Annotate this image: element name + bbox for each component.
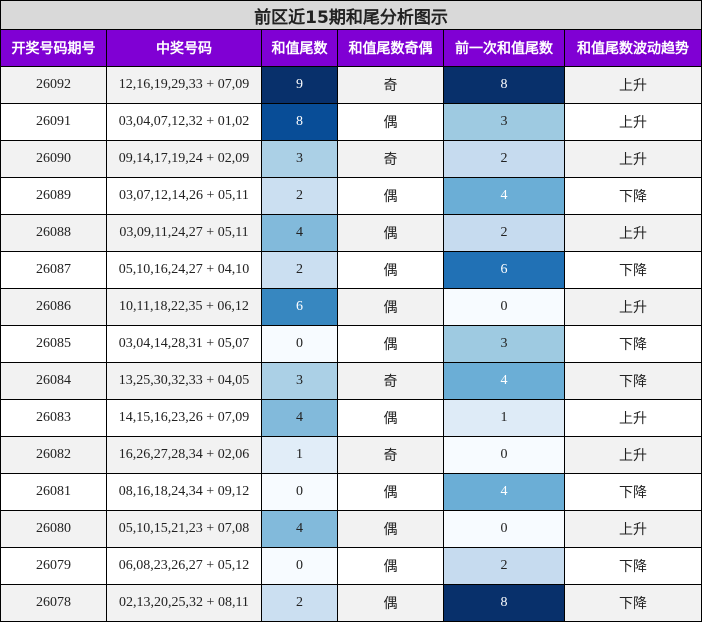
table-cell: 3 — [262, 363, 338, 400]
table-cell: 14,15,16,23,26 + 07,09 — [107, 400, 262, 437]
table-cell: 下降 — [565, 474, 702, 511]
table-cell: 偶 — [338, 326, 444, 363]
table-cell: 06,08,23,26,27 + 05,12 — [107, 548, 262, 585]
table-cell: 偶 — [338, 548, 444, 585]
table-cell: 下降 — [565, 548, 702, 585]
column-header: 中奖号码 — [107, 30, 262, 67]
table-cell: 偶 — [338, 474, 444, 511]
table-cell: 13,25,30,32,33 + 04,05 — [107, 363, 262, 400]
table-cell: 26089 — [0, 178, 107, 215]
table-cell: 下降 — [565, 252, 702, 289]
table-cell: 2 — [444, 215, 565, 252]
table-cell: 4 — [262, 215, 338, 252]
table-cell: 26084 — [0, 363, 107, 400]
column-header: 前一次和值尾数 — [444, 30, 565, 67]
table-cell: 05,10,15,21,23 + 07,08 — [107, 511, 262, 548]
table-cell: 0 — [262, 326, 338, 363]
table-cell: 0 — [444, 437, 565, 474]
table-cell: 02,13,20,25,32 + 08,11 — [107, 585, 262, 622]
table-cell: 9 — [262, 67, 338, 104]
table-cell: 26091 — [0, 104, 107, 141]
table-cell: 上升 — [565, 289, 702, 326]
table-cell: 4 — [444, 178, 565, 215]
table-cell: 4 — [444, 363, 565, 400]
table-title: 前区近15期和尾分析图示 — [0, 0, 702, 30]
table-cell: 03,04,14,28,31 + 05,07 — [107, 326, 262, 363]
table-cell: 4 — [262, 511, 338, 548]
table-cell: 3 — [444, 104, 565, 141]
table-cell: 下降 — [565, 585, 702, 622]
table-cell: 上升 — [565, 104, 702, 141]
column-header: 开奖号码期号 — [0, 30, 107, 67]
table-cell: 3 — [444, 326, 565, 363]
table-cell: 26090 — [0, 141, 107, 178]
table-cell: 26092 — [0, 67, 107, 104]
table-cell: 偶 — [338, 400, 444, 437]
column-header: 和值尾数 — [262, 30, 338, 67]
table-cell: 03,04,07,12,32 + 01,02 — [107, 104, 262, 141]
table-cell: 26087 — [0, 252, 107, 289]
table-cell: 偶 — [338, 215, 444, 252]
table-cell: 上升 — [565, 141, 702, 178]
column-header: 和值尾数波动趋势 — [565, 30, 702, 67]
table-cell: 2 — [444, 548, 565, 585]
table-cell: 0 — [262, 474, 338, 511]
table-cell: 0 — [262, 548, 338, 585]
table-cell: 偶 — [338, 585, 444, 622]
table-cell: 12,16,19,29,33 + 07,09 — [107, 67, 262, 104]
table-cell: 26081 — [0, 474, 107, 511]
table-cell: 奇 — [338, 437, 444, 474]
table-cell: 偶 — [338, 104, 444, 141]
column-header: 和值尾数奇偶 — [338, 30, 444, 67]
table-cell: 26088 — [0, 215, 107, 252]
table-cell: 上升 — [565, 400, 702, 437]
table-cell: 0 — [444, 511, 565, 548]
table-cell: 上升 — [565, 437, 702, 474]
table-cell: 26082 — [0, 437, 107, 474]
table-cell: 下降 — [565, 326, 702, 363]
table-cell: 03,07,12,14,26 + 05,11 — [107, 178, 262, 215]
table-cell: 3 — [262, 141, 338, 178]
table-cell: 0 — [444, 289, 565, 326]
table-cell: 8 — [444, 67, 565, 104]
table-cell: 偶 — [338, 178, 444, 215]
table-cell: 2 — [262, 585, 338, 622]
table-cell: 8 — [444, 585, 565, 622]
table-cell: 上升 — [565, 511, 702, 548]
table-cell: 26085 — [0, 326, 107, 363]
table-cell: 6 — [444, 252, 565, 289]
table-cell: 奇 — [338, 363, 444, 400]
table-cell: 03,09,11,24,27 + 05,11 — [107, 215, 262, 252]
table-cell: 8 — [262, 104, 338, 141]
table-cell: 偶 — [338, 289, 444, 326]
table-cell: 上升 — [565, 215, 702, 252]
table-cell: 偶 — [338, 511, 444, 548]
table-cell: 2 — [262, 178, 338, 215]
table-cell: 1 — [262, 437, 338, 474]
table-cell: 26079 — [0, 548, 107, 585]
table-cell: 16,26,27,28,34 + 02,06 — [107, 437, 262, 474]
table-cell: 奇 — [338, 67, 444, 104]
table-cell: 6 — [262, 289, 338, 326]
table-cell: 10,11,18,22,35 + 06,12 — [107, 289, 262, 326]
table-cell: 1 — [444, 400, 565, 437]
table-cell: 4 — [262, 400, 338, 437]
table-cell: 26078 — [0, 585, 107, 622]
table-cell: 08,16,18,24,34 + 09,12 — [107, 474, 262, 511]
table-cell: 26086 — [0, 289, 107, 326]
table-cell: 09,14,17,19,24 + 02,09 — [107, 141, 262, 178]
table-cell: 26080 — [0, 511, 107, 548]
table-cell: 上升 — [565, 67, 702, 104]
table-cell: 26083 — [0, 400, 107, 437]
table-cell: 下降 — [565, 178, 702, 215]
table-cell: 2 — [444, 141, 565, 178]
table-cell: 下降 — [565, 363, 702, 400]
table-cell: 2 — [262, 252, 338, 289]
table-cell: 奇 — [338, 141, 444, 178]
table-cell: 偶 — [338, 252, 444, 289]
table-cell: 4 — [444, 474, 565, 511]
table-cell: 05,10,16,24,27 + 04,10 — [107, 252, 262, 289]
